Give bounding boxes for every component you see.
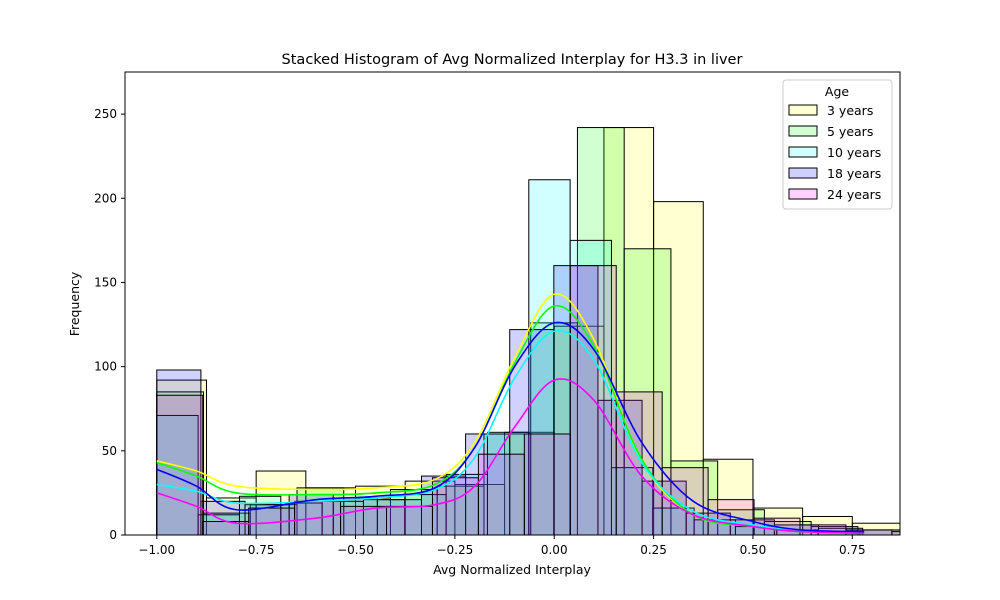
x-axis: −1.00 −0.75 −0.50 −0.25 0.00 0.25 0.50 0.75 <box>138 535 866 557</box>
y-tick-label-2: 100 <box>94 360 117 374</box>
bar-0-3 <box>305 487 357 535</box>
y-tick-label-3: 150 <box>94 275 117 289</box>
y-axis: 0 50 100 150 200 250 <box>94 107 125 542</box>
bar-4-10 <box>615 391 663 535</box>
legend-swatch-3 <box>788 167 818 179</box>
chart-title: Stacked Histogram of Avg Normalized Inte… <box>282 52 743 68</box>
y-axis-label: Frequency <box>67 271 82 336</box>
legend-frame <box>782 79 893 210</box>
x-tick-label-0: −1.00 <box>138 543 175 557</box>
bar-2-11 <box>610 467 654 535</box>
x-tick-label-2: −0.50 <box>337 543 374 557</box>
bar-4-8 <box>523 433 571 535</box>
y-tick-label-4: 200 <box>94 191 117 205</box>
bar-4-16 <box>891 531 900 535</box>
x-tick-label-5: 0.25 <box>640 543 667 557</box>
x-axis-label: Avg Normalized Interplay <box>433 562 591 577</box>
bar-3-9 <box>553 265 599 535</box>
plot-frame <box>124 71 901 536</box>
legend: Age 3 years 5 years 10 years 18 years 24 yea… <box>782 79 893 210</box>
kde-layer <box>156 293 865 535</box>
bar-2-10 <box>569 239 612 535</box>
x-tick-label-6: 0.50 <box>740 543 767 557</box>
legend-swatch-4 <box>788 188 818 200</box>
bar-1-5 <box>389 489 438 535</box>
y-tick-label-0: 0 <box>109 528 117 542</box>
legend-swatch-1 <box>788 125 818 137</box>
bar-1-16 <box>905 530 952 535</box>
legend-title: Age <box>825 84 849 99</box>
bar-1-7 <box>483 433 532 535</box>
legend-label-0: 3 years <box>827 103 873 118</box>
bar-2-8 <box>486 431 530 535</box>
legend-label-2: 10 years <box>827 145 881 160</box>
kde-line-2 <box>156 329 865 535</box>
legend-swatch-0 <box>788 104 818 116</box>
legend-label-3: 18 years <box>827 166 881 181</box>
kde-line-1 <box>156 305 865 535</box>
bar-0-16 <box>952 530 1000 535</box>
kde-line-4 <box>156 378 865 535</box>
bar-2-9 <box>528 179 571 535</box>
y-tick-label-5: 250 <box>94 107 117 121</box>
bar-4-5 <box>386 505 433 535</box>
x-tick-label-1: −0.75 <box>238 543 275 557</box>
x-tick-label-4: 0.00 <box>541 543 568 557</box>
x-tick-label-3: −0.25 <box>436 543 473 557</box>
kde-line-3 <box>156 321 865 533</box>
bar-4-7 <box>477 453 525 535</box>
bar-4-12 <box>707 499 755 535</box>
legend-swatch-2 <box>788 146 818 158</box>
x-tick-label-7: 0.75 <box>839 543 866 557</box>
bar-4-4 <box>340 505 388 535</box>
legend-label-4: 24 years <box>827 187 881 202</box>
bar-0-15 <box>902 528 952 535</box>
legend-label-1: 5 years <box>827 124 873 139</box>
y-tick-label-1: 50 <box>102 444 117 458</box>
bar-3-0 <box>156 369 202 535</box>
